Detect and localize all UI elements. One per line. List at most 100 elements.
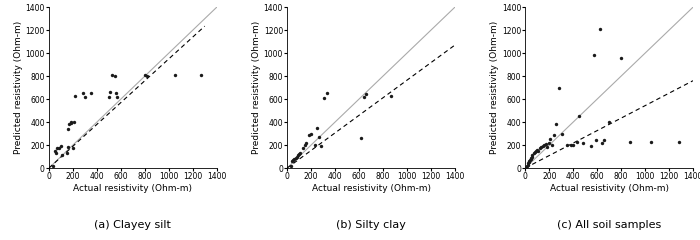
X-axis label: Actual resistivity (Ohm-m): Actual resistivity (Ohm-m): [74, 184, 193, 193]
Point: [53, 147, 64, 150]
Point: [169, 73, 181, 77]
Point: [314, 135, 325, 139]
Point: [286, 159, 297, 163]
Y-axis label: Predicted resistivity (Ohm-m): Predicted resistivity (Ohm-m): [252, 21, 261, 154]
Point: [358, 95, 370, 99]
Point: [141, 74, 153, 78]
Point: [65, 121, 76, 125]
Point: [360, 93, 372, 96]
Point: [526, 156, 537, 160]
Point: [673, 140, 684, 144]
Point: [624, 140, 635, 144]
Point: [62, 145, 74, 149]
Point: [548, 133, 559, 137]
Point: [565, 143, 576, 147]
Point: [645, 140, 657, 144]
Point: [524, 158, 536, 162]
Point: [534, 147, 545, 150]
Point: [70, 94, 81, 97]
Point: [291, 155, 302, 158]
Point: [62, 151, 73, 155]
Point: [47, 164, 58, 168]
Point: [523, 162, 534, 165]
Point: [67, 147, 78, 150]
Point: [524, 160, 535, 164]
Point: [77, 91, 88, 95]
Point: [65, 120, 76, 124]
Point: [536, 145, 547, 149]
Point: [64, 122, 75, 126]
Point: [521, 165, 532, 169]
Point: [531, 149, 542, 153]
Text: (a) Clayey silt: (a) Clayey silt: [94, 220, 172, 230]
Point: [109, 74, 120, 78]
Point: [586, 144, 597, 148]
Point: [571, 140, 582, 144]
Point: [528, 151, 539, 155]
Point: [526, 155, 538, 158]
Point: [522, 164, 533, 168]
Point: [288, 157, 300, 161]
Point: [112, 95, 123, 99]
Point: [524, 159, 535, 163]
Point: [525, 157, 536, 161]
Point: [522, 163, 533, 167]
Point: [295, 151, 306, 155]
Point: [50, 149, 61, 153]
Point: [541, 145, 552, 149]
Point: [588, 54, 599, 57]
X-axis label: Actual resistivity (Ohm-m): Actual resistivity (Ohm-m): [312, 184, 430, 193]
Point: [540, 142, 552, 146]
Point: [107, 73, 118, 77]
Point: [573, 114, 584, 118]
Point: [386, 94, 397, 97]
Text: (c) All soil samples: (c) All soil samples: [557, 220, 662, 230]
Point: [318, 96, 330, 100]
Point: [578, 141, 589, 145]
Point: [603, 120, 615, 124]
Point: [544, 141, 555, 145]
Point: [288, 158, 299, 162]
Point: [104, 90, 116, 94]
Point: [111, 91, 122, 95]
Point: [546, 143, 557, 147]
Point: [309, 143, 321, 147]
Point: [551, 122, 562, 126]
Point: [598, 138, 610, 142]
Point: [139, 73, 150, 77]
Point: [62, 127, 74, 131]
Point: [545, 137, 556, 141]
Y-axis label: Predicted resistivity (Ohm-m): Predicted resistivity (Ohm-m): [14, 21, 22, 154]
Point: [556, 132, 568, 135]
Point: [303, 133, 314, 137]
Point: [538, 144, 549, 148]
Point: [315, 144, 326, 148]
Point: [55, 144, 66, 148]
Point: [532, 148, 543, 151]
Point: [297, 147, 308, 150]
Point: [285, 164, 296, 168]
Point: [356, 136, 367, 139]
Point: [85, 91, 97, 95]
Point: [290, 156, 301, 160]
Point: [293, 153, 304, 157]
Point: [293, 152, 304, 156]
Point: [300, 143, 311, 147]
Point: [594, 27, 606, 31]
Point: [561, 143, 573, 147]
Point: [79, 95, 90, 99]
Point: [305, 132, 316, 135]
Point: [301, 141, 312, 145]
Point: [527, 153, 538, 157]
Point: [312, 126, 323, 130]
X-axis label: Actual resistivity (Ohm-m): Actual resistivity (Ohm-m): [550, 184, 668, 193]
Text: (b) Silty clay: (b) Silty clay: [336, 220, 406, 230]
Point: [52, 147, 63, 150]
Point: [553, 86, 564, 90]
Point: [57, 153, 68, 157]
Point: [590, 138, 601, 142]
Point: [615, 56, 626, 60]
Point: [596, 141, 608, 145]
Point: [539, 143, 550, 147]
Point: [568, 143, 579, 147]
